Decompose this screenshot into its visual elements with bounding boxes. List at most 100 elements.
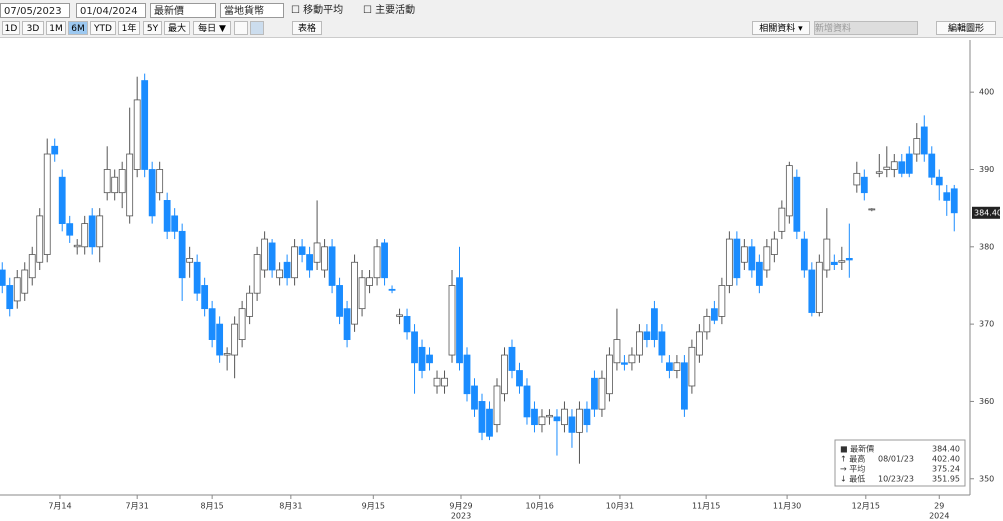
candle-body <box>313 242 321 263</box>
candle-body <box>486 408 493 437</box>
range-button[interactable]: YTD <box>90 21 116 35</box>
candle-body <box>868 208 876 211</box>
candle-body <box>493 385 501 426</box>
candle-body <box>943 192 951 201</box>
blank-button[interactable] <box>250 21 264 35</box>
y-tick-label: 390 <box>979 165 994 174</box>
candle-body <box>291 246 298 279</box>
candle-body <box>546 414 553 418</box>
table-button[interactable]: 表格 <box>292 21 322 35</box>
candle-body <box>141 80 149 170</box>
x-tick-label: 29 <box>934 502 944 511</box>
moving-average-toggle[interactable]: ☐ 移動平均 <box>291 5 344 16</box>
candle-body <box>785 165 793 217</box>
candle-body <box>81 223 89 248</box>
last-price-box <box>972 206 1000 219</box>
legend-name: ■ 最新價 <box>840 444 874 454</box>
candle-body <box>246 292 254 317</box>
candle-body <box>456 277 463 364</box>
candle-body <box>358 277 366 310</box>
candle-body <box>403 315 411 333</box>
candle-body <box>73 244 81 248</box>
year-label: 2023 <box>451 512 471 521</box>
range-button[interactable]: 3D <box>22 21 44 35</box>
candle-body <box>463 354 471 395</box>
frequency-select[interactable]: 每日 ▼ <box>193 21 231 35</box>
candle-body <box>381 242 388 279</box>
legend-value: 351.95 <box>932 475 960 484</box>
price-field[interactable]: 最新價 <box>150 3 216 18</box>
y-tick-label: 380 <box>979 242 994 251</box>
candle-body <box>808 269 816 313</box>
candle-body <box>838 260 846 263</box>
range-button[interactable]: 1D <box>2 21 20 35</box>
candle-body <box>411 331 418 364</box>
candle-body <box>276 269 284 279</box>
range-button[interactable]: 6M <box>68 21 88 35</box>
candle-body <box>920 126 928 155</box>
candle-body <box>156 169 164 194</box>
candle-body <box>186 258 194 263</box>
events-toggle[interactable]: ☐ 主要活動 <box>363 5 416 16</box>
candle-body <box>426 354 433 364</box>
x-tick-label: 8月15 <box>201 502 224 511</box>
candle-body <box>96 215 104 248</box>
candle-body <box>666 362 673 371</box>
candle-body <box>561 408 568 426</box>
candle-body <box>673 362 681 371</box>
candle-body <box>118 169 126 194</box>
candle-body <box>396 314 403 317</box>
candle-body <box>66 223 74 236</box>
candle-body <box>321 246 328 271</box>
candle-body <box>845 258 853 261</box>
candle-body <box>238 308 246 340</box>
x-tick-label: 10月16 <box>526 502 554 511</box>
currency-field[interactable]: 當地貨幣 <box>220 3 284 18</box>
candle-body <box>433 377 441 387</box>
candle-body <box>591 377 598 410</box>
candle-body <box>553 416 561 422</box>
candle-body <box>898 161 906 174</box>
x-tick-label: 11月15 <box>692 502 720 511</box>
start-date[interactable]: 07/05/2023 <box>0 3 70 18</box>
x-tick-label: 9月15 <box>362 502 385 511</box>
x-tick-label: 8月31 <box>279 502 302 511</box>
candle-body <box>733 238 741 279</box>
x-tick-label: 9月29 <box>449 502 472 511</box>
candle-body <box>853 172 861 186</box>
candle-body <box>823 238 831 271</box>
candle-body <box>576 408 583 433</box>
candle-body <box>740 246 748 263</box>
add-data[interactable]: 新增資料 <box>814 21 918 35</box>
related-button[interactable]: 相關資料 ▾ <box>752 21 810 35</box>
candle-body <box>778 207 786 232</box>
candle-body <box>793 176 801 232</box>
candle-body <box>6 285 14 310</box>
blank-button[interactable] <box>234 21 248 35</box>
candle-body <box>111 176 119 194</box>
candle-body <box>883 166 891 170</box>
x-tick-label: 7月14 <box>48 502 71 511</box>
candle-body <box>538 416 546 426</box>
candle-body <box>351 261 358 325</box>
candle-body <box>643 331 651 340</box>
candle-body <box>815 261 823 313</box>
candle-body <box>0 269 6 286</box>
range-button[interactable]: 最大 <box>164 21 190 35</box>
range-button[interactable]: 5Y <box>143 21 162 35</box>
candle-body <box>58 176 66 225</box>
legend-name: ↓ 最低 <box>840 474 865 484</box>
edit-button[interactable]: 編輯圖形 <box>936 21 996 35</box>
range-button[interactable]: 1M <box>46 21 66 35</box>
candle-body <box>523 385 531 418</box>
candle-body <box>478 401 486 433</box>
candle-body <box>193 261 201 294</box>
x-tick-label: 7月31 <box>126 502 149 511</box>
candle-body <box>755 261 763 286</box>
candle-body <box>298 246 306 255</box>
candle-body <box>133 99 141 170</box>
range-button[interactable]: 1年 <box>118 21 140 35</box>
end-date[interactable]: 01/04/2024 <box>76 3 146 18</box>
